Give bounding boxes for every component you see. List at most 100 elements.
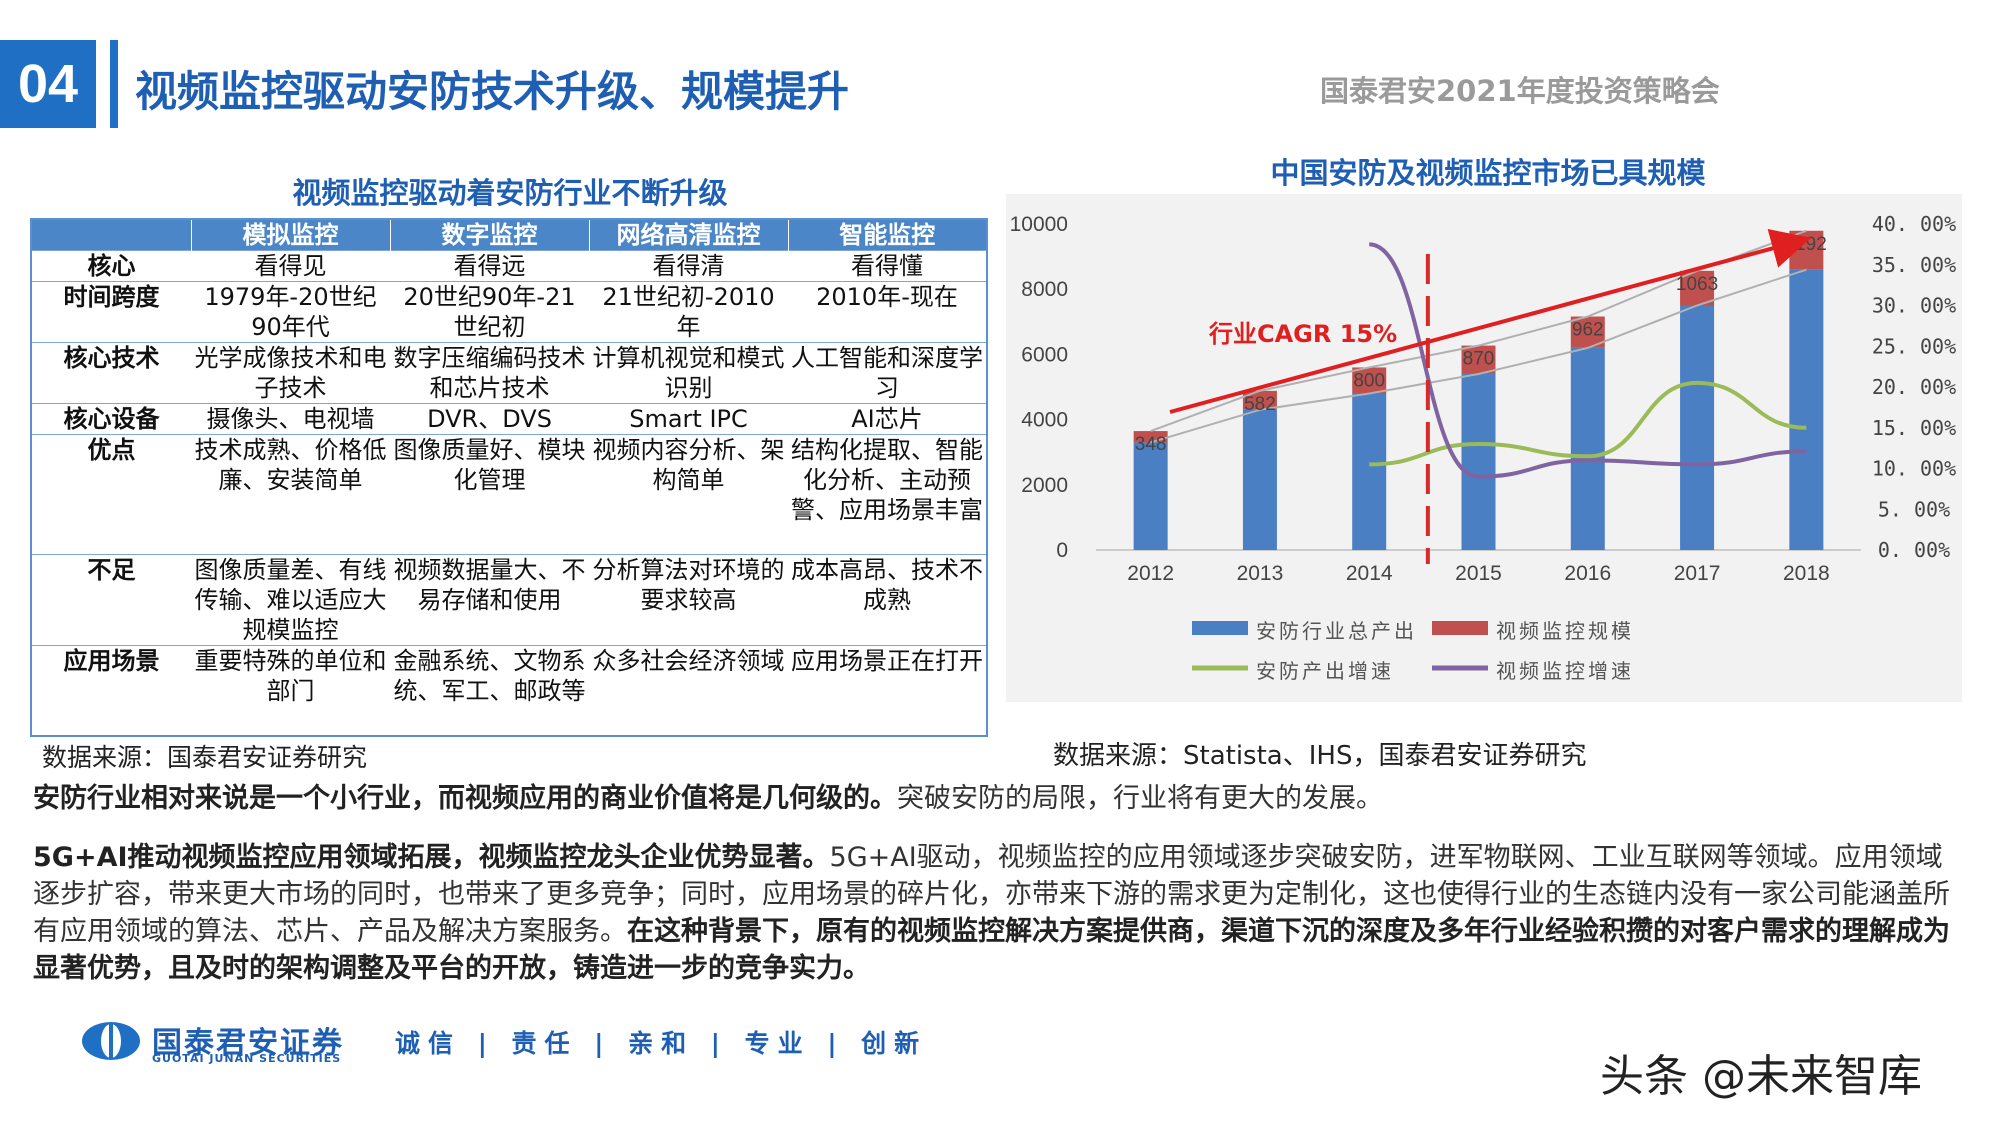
paragraph-summary: 安防行业相对来说是一个小行业，而视频应用的商业价值将是几何级的。突破安防的局限，… xyxy=(33,780,1968,817)
table-cell: 重要特殊的单位和部门 xyxy=(191,645,390,736)
table-cell: 1979年-20世纪90年代 xyxy=(191,281,390,343)
bar-security-output xyxy=(1133,442,1168,550)
table-cell: 众多社会经济领域 xyxy=(589,645,788,736)
y-right-tick-label: 0. 00% xyxy=(1878,538,1950,562)
table-cell: 2010年-现在 xyxy=(788,281,987,343)
page-title: 视频监控驱动安防技术升级、规模提升 xyxy=(135,67,850,116)
line-video-growth xyxy=(1368,242,1807,479)
table-header-row: 模拟监控 数字监控 网络高清监控 智能监控 xyxy=(31,219,988,251)
table-row-label: 核心 xyxy=(31,250,191,282)
y-left-tick-label: 4000 xyxy=(1021,409,1068,432)
table-row-label: 优点 xyxy=(31,434,191,555)
table-row: 时间跨度 1979年-20世纪90年代 20世纪90年-21世纪初 21世纪初-201… xyxy=(31,281,987,343)
bar-video-monitoring xyxy=(1461,345,1496,374)
table-row: 应用场景 重要特殊的单位和部门 金融系统、文物系统、军工、邮政等 众多社会经济领域 应用… xyxy=(31,645,987,736)
x-tick-label: 2014 xyxy=(1346,562,1393,585)
table-cell: 摄像头、电视墙 xyxy=(191,403,390,435)
cagr-trend-arrow xyxy=(1169,228,1812,414)
table-cell: 数字压缩编码技术和芯片技术 xyxy=(390,342,589,404)
table-cell: 看得见 xyxy=(191,250,390,282)
comparison-table: 模拟监控 数字监控 网络高清监控 智能监控 核心 看得见 看得远 看得清 看得懂 时间跨度… xyxy=(30,218,988,737)
table-cell: 20世纪90年-21世纪初 xyxy=(390,281,589,343)
bar-data-label: 800 xyxy=(1353,370,1385,391)
y-left-tick-label: 0 xyxy=(1056,539,1068,562)
table-cell: 金融系统、文物系统、军工、邮政等 xyxy=(390,645,589,736)
table-cell: 光学成像技术和电子技术 xyxy=(191,342,390,404)
table-cell: 图像质量差、有线传输、难以适应大规模监控 xyxy=(191,554,390,646)
table-row: 核心技术 光学成像技术和电子技术 数字压缩编码技术和芯片技术 计算机视觉和模式识别 人工… xyxy=(31,342,987,404)
table-cell: 计算机视觉和模式识别 xyxy=(589,342,788,404)
x-tick-label: 2016 xyxy=(1564,562,1611,585)
bar-security-output xyxy=(1461,373,1496,550)
table-row-label: 时间跨度 xyxy=(31,281,191,343)
company-name-en: GUOTAI JUNAN SECURITIES xyxy=(152,1052,342,1065)
market-size-chart: 10000 8000 6000 4000 2000 0 40. 00% 35. 00% 30. … xyxy=(1010,212,1957,683)
bar-security-output xyxy=(1242,409,1277,550)
legend-label: 安防行业总产出 xyxy=(1256,619,1417,643)
table-row-label: 应用场景 xyxy=(31,645,191,736)
table-cell: 看得清 xyxy=(589,250,788,282)
table-row: 核心 看得见 看得远 看得清 看得懂 xyxy=(31,250,987,282)
x-tick-label: 2013 xyxy=(1237,562,1284,585)
y-right-tick-label: 10. 00% xyxy=(1872,457,1956,481)
table-row: 不足 图像质量差、有线传输、难以适应大规模监控 视频数据量大、不易存储和使用 分析算法… xyxy=(31,554,987,646)
table-cell: 视频数据量大、不易存储和使用 xyxy=(390,554,589,646)
table-row: 核心设备 摄像头、电视墙 DVR、DVS Smart IPC AI芯片 xyxy=(31,403,987,435)
table-cell: 应用场景正在打开 xyxy=(788,645,987,736)
bar-data-label: 348 xyxy=(1135,434,1167,455)
paragraph-text: 5G+AI驱动，视频监控的应用领域逐步突破安防，进军物联网、工业互联网等领域。应… xyxy=(33,842,1950,947)
table-cell: AI芯片 xyxy=(788,403,987,435)
y-right-tick-label: 30. 00% xyxy=(1872,294,1956,318)
y-left-tick-label: 8000 xyxy=(1021,278,1068,301)
table-header-cell: 模拟监控 xyxy=(191,219,391,251)
bar-security-output xyxy=(1352,393,1387,550)
table-cell: 技术成熟、价格低廉、安装简单 xyxy=(191,434,390,555)
table-cell: 看得懂 xyxy=(788,250,987,282)
y-right-tick-label: 25. 00% xyxy=(1872,334,1956,358)
bar-security-output xyxy=(1789,269,1824,550)
table-row: 优点 技术成熟、价格低廉、安装简单 图像质量好、模块化管理 视频内容分析、架构简单 结构… xyxy=(31,434,987,555)
x-tick-label: 2012 xyxy=(1127,562,1174,585)
table-header-cell: 智能监控 xyxy=(788,219,988,251)
bar-data-label: 870 xyxy=(1463,349,1495,370)
table-cell: 图像质量好、模块化管理 xyxy=(390,434,589,555)
y-left-tick-label: 10000 xyxy=(1010,213,1068,236)
table-cell: 分析算法对环境的要求较高 xyxy=(589,554,788,646)
y-right-tick-label: 5. 00% xyxy=(1878,497,1950,521)
company-logo-icon xyxy=(82,1022,140,1060)
table-cell: DVR、DVS xyxy=(390,403,589,435)
paragraph-detail: 5G+AI推动视频监控应用领域拓展，视频监控龙头企业优势显著。5G+AI驱动，视… xyxy=(33,839,1968,987)
company-slogan: 诚信 | 责任 | 亲和 | 专业 | 创新 xyxy=(395,1029,928,1058)
y-right-tick-label: 20. 00% xyxy=(1872,375,1956,399)
table-cell: 结构化提取、智能化分析、主动预警、应用场景丰富 xyxy=(788,434,987,555)
legend-label: 视频监控增速 xyxy=(1496,659,1634,683)
y-left-tick-label: 6000 xyxy=(1021,343,1068,366)
table-cell: Smart IPC xyxy=(589,403,788,435)
bar-data-label: 1063 xyxy=(1676,274,1718,295)
table-header-cell: 数字监控 xyxy=(390,219,590,251)
table-header-cell: 网络高清监控 xyxy=(589,219,789,251)
x-tick-label: 2017 xyxy=(1674,562,1721,585)
legend-label: 安防产出增速 xyxy=(1256,659,1394,683)
x-tick-label: 2015 xyxy=(1455,562,1502,585)
line-security-growth xyxy=(1369,380,1807,467)
legend-swatch xyxy=(1192,621,1248,635)
bar-video-monitoring xyxy=(1133,431,1168,443)
bar-data-label: 582 xyxy=(1244,394,1276,415)
table-cell: 看得远 xyxy=(390,250,589,282)
bar-security-output xyxy=(1680,305,1715,550)
chart-title: 中国安防及视频监控市场已具规模 xyxy=(1270,156,1706,190)
table-row-label: 不足 xyxy=(31,554,191,646)
table-header-cell xyxy=(31,219,192,251)
y-right-tick-label: 35. 00% xyxy=(1872,253,1956,277)
event-title: 国泰君安2021年度投资策略会 xyxy=(1320,74,1720,108)
bar-data-label: 962 xyxy=(1572,320,1604,341)
y-right-tick-label: 40. 00% xyxy=(1872,212,1956,236)
y-left-tick-label: 2000 xyxy=(1021,474,1068,497)
table-title: 视频监控驱动着安防行业不断升级 xyxy=(292,176,728,210)
table-cell: 成本高昂、技术不成熟 xyxy=(788,554,987,646)
table-cell: 21世纪初-2010年 xyxy=(589,281,788,343)
table-source-note: 数据来源：国泰君安证券研究 xyxy=(42,743,368,772)
bar-video-monitoring xyxy=(1352,367,1387,394)
company-name-cn: 国泰君安证券 xyxy=(152,1026,344,1061)
